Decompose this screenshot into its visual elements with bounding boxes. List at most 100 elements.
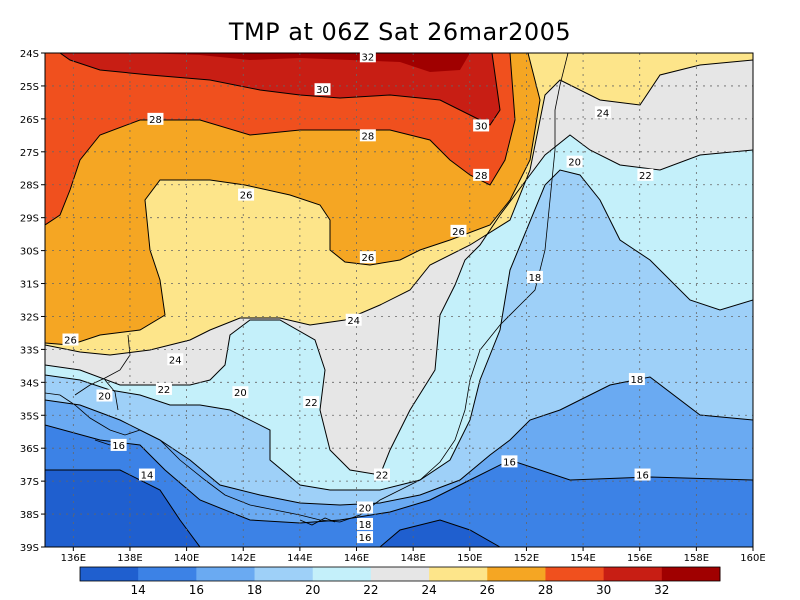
- x-tick-label: 138E: [117, 553, 142, 564]
- y-tick-label: 34S: [20, 378, 39, 389]
- y-tick-label: 27S: [20, 148, 39, 159]
- colorbar-swatch: [661, 567, 721, 581]
- x-axis-ticks: 136E 138E 140E 142E 144E 146E 148E 150E 152E 154E…: [61, 547, 766, 564]
- contour-label-bg: [147, 112, 164, 125]
- y-tick-label: 33S: [20, 345, 39, 356]
- colorbar-label: 32: [654, 583, 669, 597]
- contour-label: 30: [475, 121, 488, 132]
- contour-label: 20: [234, 388, 247, 399]
- y-tick-label: 39S: [20, 543, 39, 554]
- contour-label-bg: [167, 353, 184, 366]
- contour-label: 16: [359, 533, 372, 544]
- contour-label-layer: 32 30 30 28 28 28 26 26 26 26 24 24 24 22 22 22 22 20 20 20…: [62, 50, 654, 544]
- contour-label-bg: [594, 106, 611, 119]
- contour-label-bg: [138, 468, 155, 481]
- chart-title: TMP at 06Z Sat 26mar2005: [228, 18, 572, 46]
- y-tick-label: 25S: [20, 82, 39, 93]
- contour-label: 28: [361, 131, 374, 142]
- y-tick-label: 31S: [20, 280, 39, 291]
- contour-label-bg: [345, 313, 362, 326]
- contour-label: 20: [568, 158, 581, 169]
- contour-label: 24: [347, 316, 360, 327]
- contour-label: 16: [112, 441, 125, 452]
- contour-label: 26: [240, 191, 253, 202]
- contour-label-bg: [96, 389, 113, 402]
- contour-label-bg: [637, 168, 654, 181]
- x-tick-label: 136E: [61, 553, 86, 564]
- contour-label-bg: [374, 468, 391, 481]
- y-tick-label: 28S: [20, 181, 39, 192]
- contour-label-bg: [303, 396, 320, 409]
- colorbar: 14 16 18 20 22 24 26 28 30 32: [79, 566, 721, 597]
- contour-label: 18: [359, 520, 372, 531]
- contour-label-bg: [357, 517, 374, 530]
- contour-label: 28: [475, 171, 488, 182]
- y-tick-label: 29S: [20, 214, 39, 225]
- contour-label-bg: [62, 333, 79, 346]
- contour-label: 16: [503, 457, 516, 468]
- x-tick-label: 154E: [570, 553, 595, 564]
- contour-label: 26: [361, 253, 374, 264]
- colorbar-label: 18: [247, 583, 262, 597]
- contour-label-bg: [359, 251, 376, 264]
- contour-label: 16: [636, 471, 649, 482]
- y-tick-label: 32S: [20, 312, 39, 323]
- colorbar-label: 30: [596, 583, 611, 597]
- colorbar-swatch: [545, 567, 605, 581]
- colorbar-swatch: [487, 567, 546, 581]
- colorbar-label: 28: [538, 583, 553, 597]
- contour-label: 24: [169, 355, 182, 366]
- x-tick-label: 140E: [174, 553, 199, 564]
- contour-label: 24: [597, 108, 610, 119]
- x-tick-label: 142E: [231, 553, 256, 564]
- contour-label-bg: [357, 501, 374, 514]
- colorbar-label: 14: [131, 583, 146, 597]
- contour-label-bg: [359, 129, 376, 142]
- colorbar-swatch: [312, 567, 372, 581]
- contour-label: 26: [64, 336, 77, 347]
- colorbar-label: 20: [305, 583, 320, 597]
- colorbar-swatch: [138, 567, 197, 581]
- band-gt-32: [140, 53, 470, 72]
- x-tick-label: 150E: [457, 553, 482, 564]
- contour-label-bg: [526, 270, 543, 283]
- colorbar-frame: [79, 566, 721, 582]
- x-tick-label: 160E: [740, 553, 765, 564]
- colorbar-swatch: [429, 567, 488, 581]
- colorbar-swatch: [196, 567, 256, 581]
- contour-label-bg: [155, 382, 172, 395]
- colorbar-label: 24: [421, 583, 436, 597]
- contour-label: 22: [305, 398, 318, 409]
- contour-label-bg: [566, 155, 583, 168]
- contour-label-bg: [501, 455, 518, 468]
- contour-label: 32: [361, 52, 374, 63]
- contour-label-bg: [110, 438, 127, 451]
- contour-label: 22: [376, 471, 389, 482]
- y-tick-label: 30S: [20, 247, 39, 258]
- x-tick-label: 148E: [400, 553, 425, 564]
- contour-label-bg: [628, 373, 645, 386]
- contour-label: 26: [452, 227, 465, 238]
- contour-label-bg: [357, 531, 374, 544]
- contour-label: 14: [141, 471, 154, 482]
- contour-label: 22: [639, 171, 652, 182]
- contour-label-bg: [473, 168, 490, 181]
- contour-label-bg: [232, 386, 249, 399]
- colorbar-swatch: [370, 567, 430, 581]
- contour-label-bg: [314, 83, 331, 96]
- contour-label: 20: [98, 392, 111, 403]
- x-tick-label: 158E: [684, 553, 709, 564]
- plot-frame: [44, 52, 754, 548]
- colorbar-label: 26: [480, 583, 495, 597]
- x-tick-label: 144E: [287, 553, 312, 564]
- y-tick-label: 37S: [20, 477, 39, 488]
- contour-label: 18: [529, 273, 542, 284]
- y-tick-label: 35S: [20, 411, 39, 422]
- y-tick-label: 26S: [20, 115, 39, 126]
- contour-label-bg: [359, 50, 376, 63]
- contour-label: 22: [158, 385, 171, 396]
- colorbar-swatch: [254, 567, 314, 581]
- contour-label: 30: [316, 85, 329, 96]
- y-tick-label: 24S: [20, 49, 39, 60]
